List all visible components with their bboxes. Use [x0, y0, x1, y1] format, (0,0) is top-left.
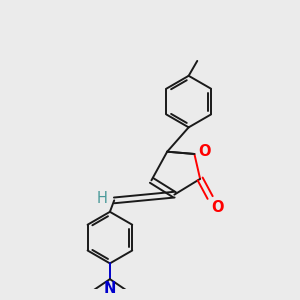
Text: O: O	[212, 200, 224, 215]
Text: O: O	[198, 144, 210, 159]
Text: N: N	[104, 280, 116, 296]
Text: H: H	[97, 190, 108, 206]
